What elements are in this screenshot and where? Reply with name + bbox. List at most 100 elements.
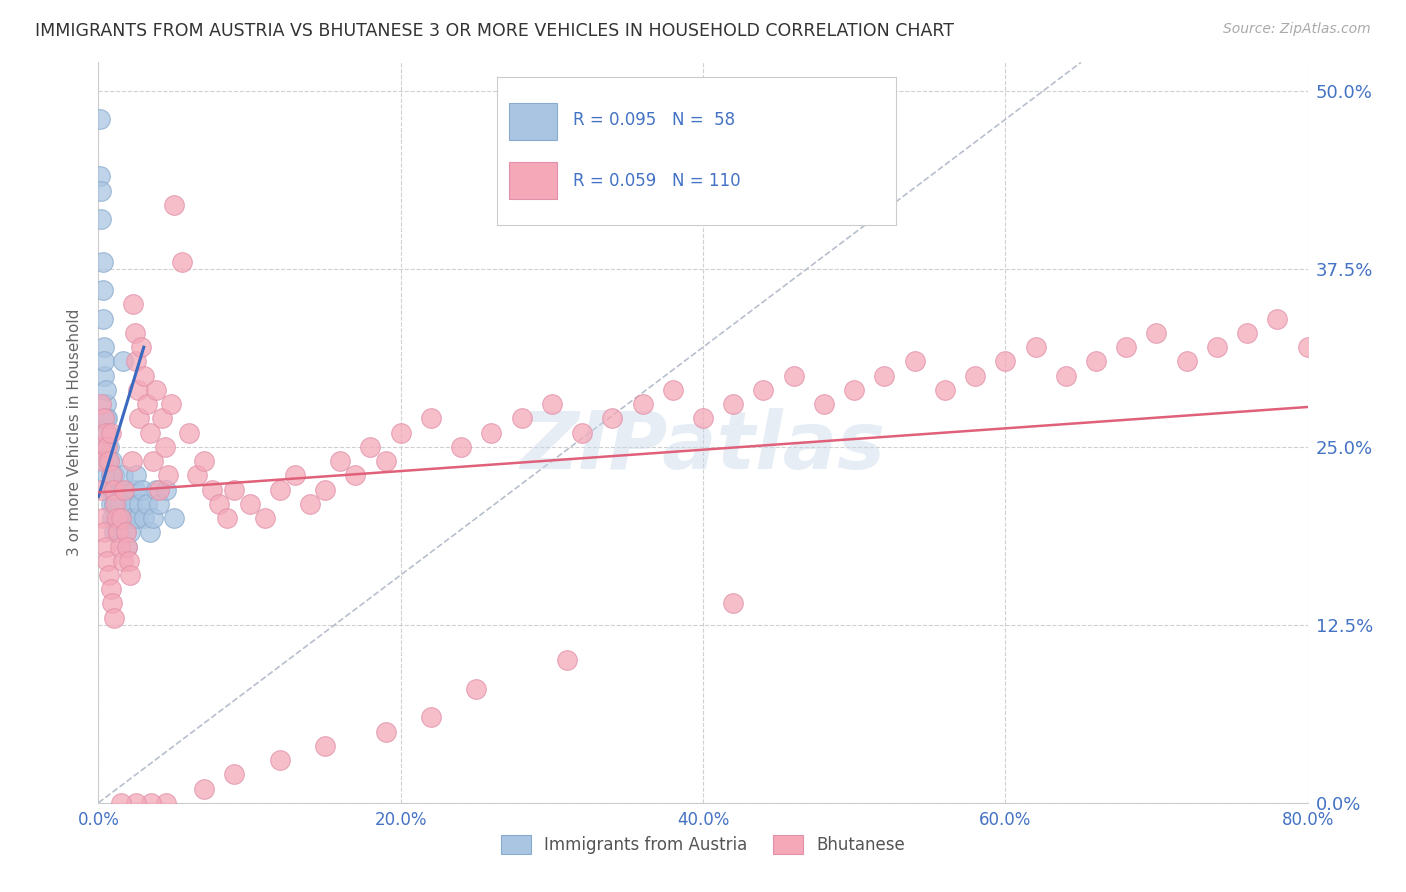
- Point: [131, 483, 153, 497]
- Point: [965, 368, 987, 383]
- Point: [692, 411, 714, 425]
- Point: [571, 425, 593, 440]
- Point: [170, 254, 193, 268]
- Point: [89, 169, 111, 184]
- Point: [110, 796, 132, 810]
- Point: [284, 468, 307, 483]
- Point: [105, 511, 128, 525]
- Point: [91, 311, 114, 326]
- Point: [186, 468, 208, 483]
- Point: [465, 681, 488, 696]
- Point: [201, 483, 224, 497]
- Point: [90, 397, 112, 411]
- Point: [153, 440, 176, 454]
- Point: [112, 483, 135, 497]
- Point: [723, 397, 745, 411]
- Point: [299, 497, 322, 511]
- Point: [125, 796, 148, 810]
- Point: [108, 497, 131, 511]
- Point: [118, 511, 141, 525]
- Point: [98, 568, 121, 582]
- Point: [115, 540, 138, 554]
- Point: [374, 724, 396, 739]
- Point: [142, 511, 165, 525]
- Point: [121, 454, 143, 468]
- Point: [89, 440, 111, 454]
- Point: [420, 710, 443, 724]
- Point: [420, 411, 443, 425]
- Point: [1144, 326, 1167, 340]
- Point: [1085, 354, 1108, 368]
- Point: [93, 368, 115, 383]
- Point: [374, 454, 396, 468]
- Point: [100, 468, 122, 483]
- Point: [91, 511, 114, 525]
- Point: [120, 568, 142, 582]
- Point: [101, 454, 124, 468]
- Point: [329, 454, 352, 468]
- Point: [127, 511, 149, 525]
- Point: [163, 198, 186, 212]
- Point: [118, 554, 141, 568]
- Point: [103, 497, 125, 511]
- Point: [752, 383, 775, 397]
- Point: [120, 525, 142, 540]
- Point: [122, 511, 145, 525]
- Point: [873, 368, 896, 383]
- Point: [145, 483, 167, 497]
- Point: [103, 610, 125, 624]
- Point: [253, 511, 276, 525]
- Point: [96, 454, 118, 468]
- Point: [125, 468, 148, 483]
- Point: [104, 511, 127, 525]
- Point: [481, 425, 503, 440]
- Point: [91, 454, 114, 468]
- Point: [94, 397, 117, 411]
- Point: [94, 440, 117, 454]
- Point: [96, 425, 118, 440]
- Point: [98, 454, 121, 468]
- Point: [1054, 368, 1077, 383]
- Point: [540, 397, 562, 411]
- Point: [108, 540, 131, 554]
- Point: [107, 511, 129, 525]
- Point: [129, 340, 152, 354]
- Point: [141, 796, 163, 810]
- Point: [104, 483, 127, 497]
- Point: [783, 368, 806, 383]
- Point: [160, 397, 183, 411]
- Point: [269, 483, 291, 497]
- Point: [114, 525, 136, 540]
- Point: [100, 425, 122, 440]
- Point: [602, 411, 624, 425]
- Point: [163, 511, 186, 525]
- Point: [124, 326, 146, 340]
- Point: [813, 397, 835, 411]
- Point: [193, 781, 215, 796]
- Point: [94, 383, 117, 397]
- Point: [101, 597, 124, 611]
- Point: [314, 739, 336, 753]
- Point: [122, 297, 145, 311]
- Point: [104, 497, 127, 511]
- Point: [105, 525, 128, 540]
- Point: [148, 483, 170, 497]
- Point: [142, 454, 165, 468]
- Point: [101, 483, 124, 497]
- Point: [110, 511, 132, 525]
- Point: [93, 354, 115, 368]
- Point: [98, 454, 121, 468]
- Point: [112, 511, 135, 525]
- Point: [844, 383, 866, 397]
- Point: [1024, 340, 1046, 354]
- Point: [103, 468, 125, 483]
- Point: [150, 411, 173, 425]
- Point: [555, 653, 578, 667]
- Point: [450, 440, 472, 454]
- Point: [139, 425, 162, 440]
- Point: [93, 525, 115, 540]
- Point: [723, 597, 745, 611]
- Point: [90, 212, 112, 227]
- Point: [124, 483, 146, 497]
- Point: [314, 483, 336, 497]
